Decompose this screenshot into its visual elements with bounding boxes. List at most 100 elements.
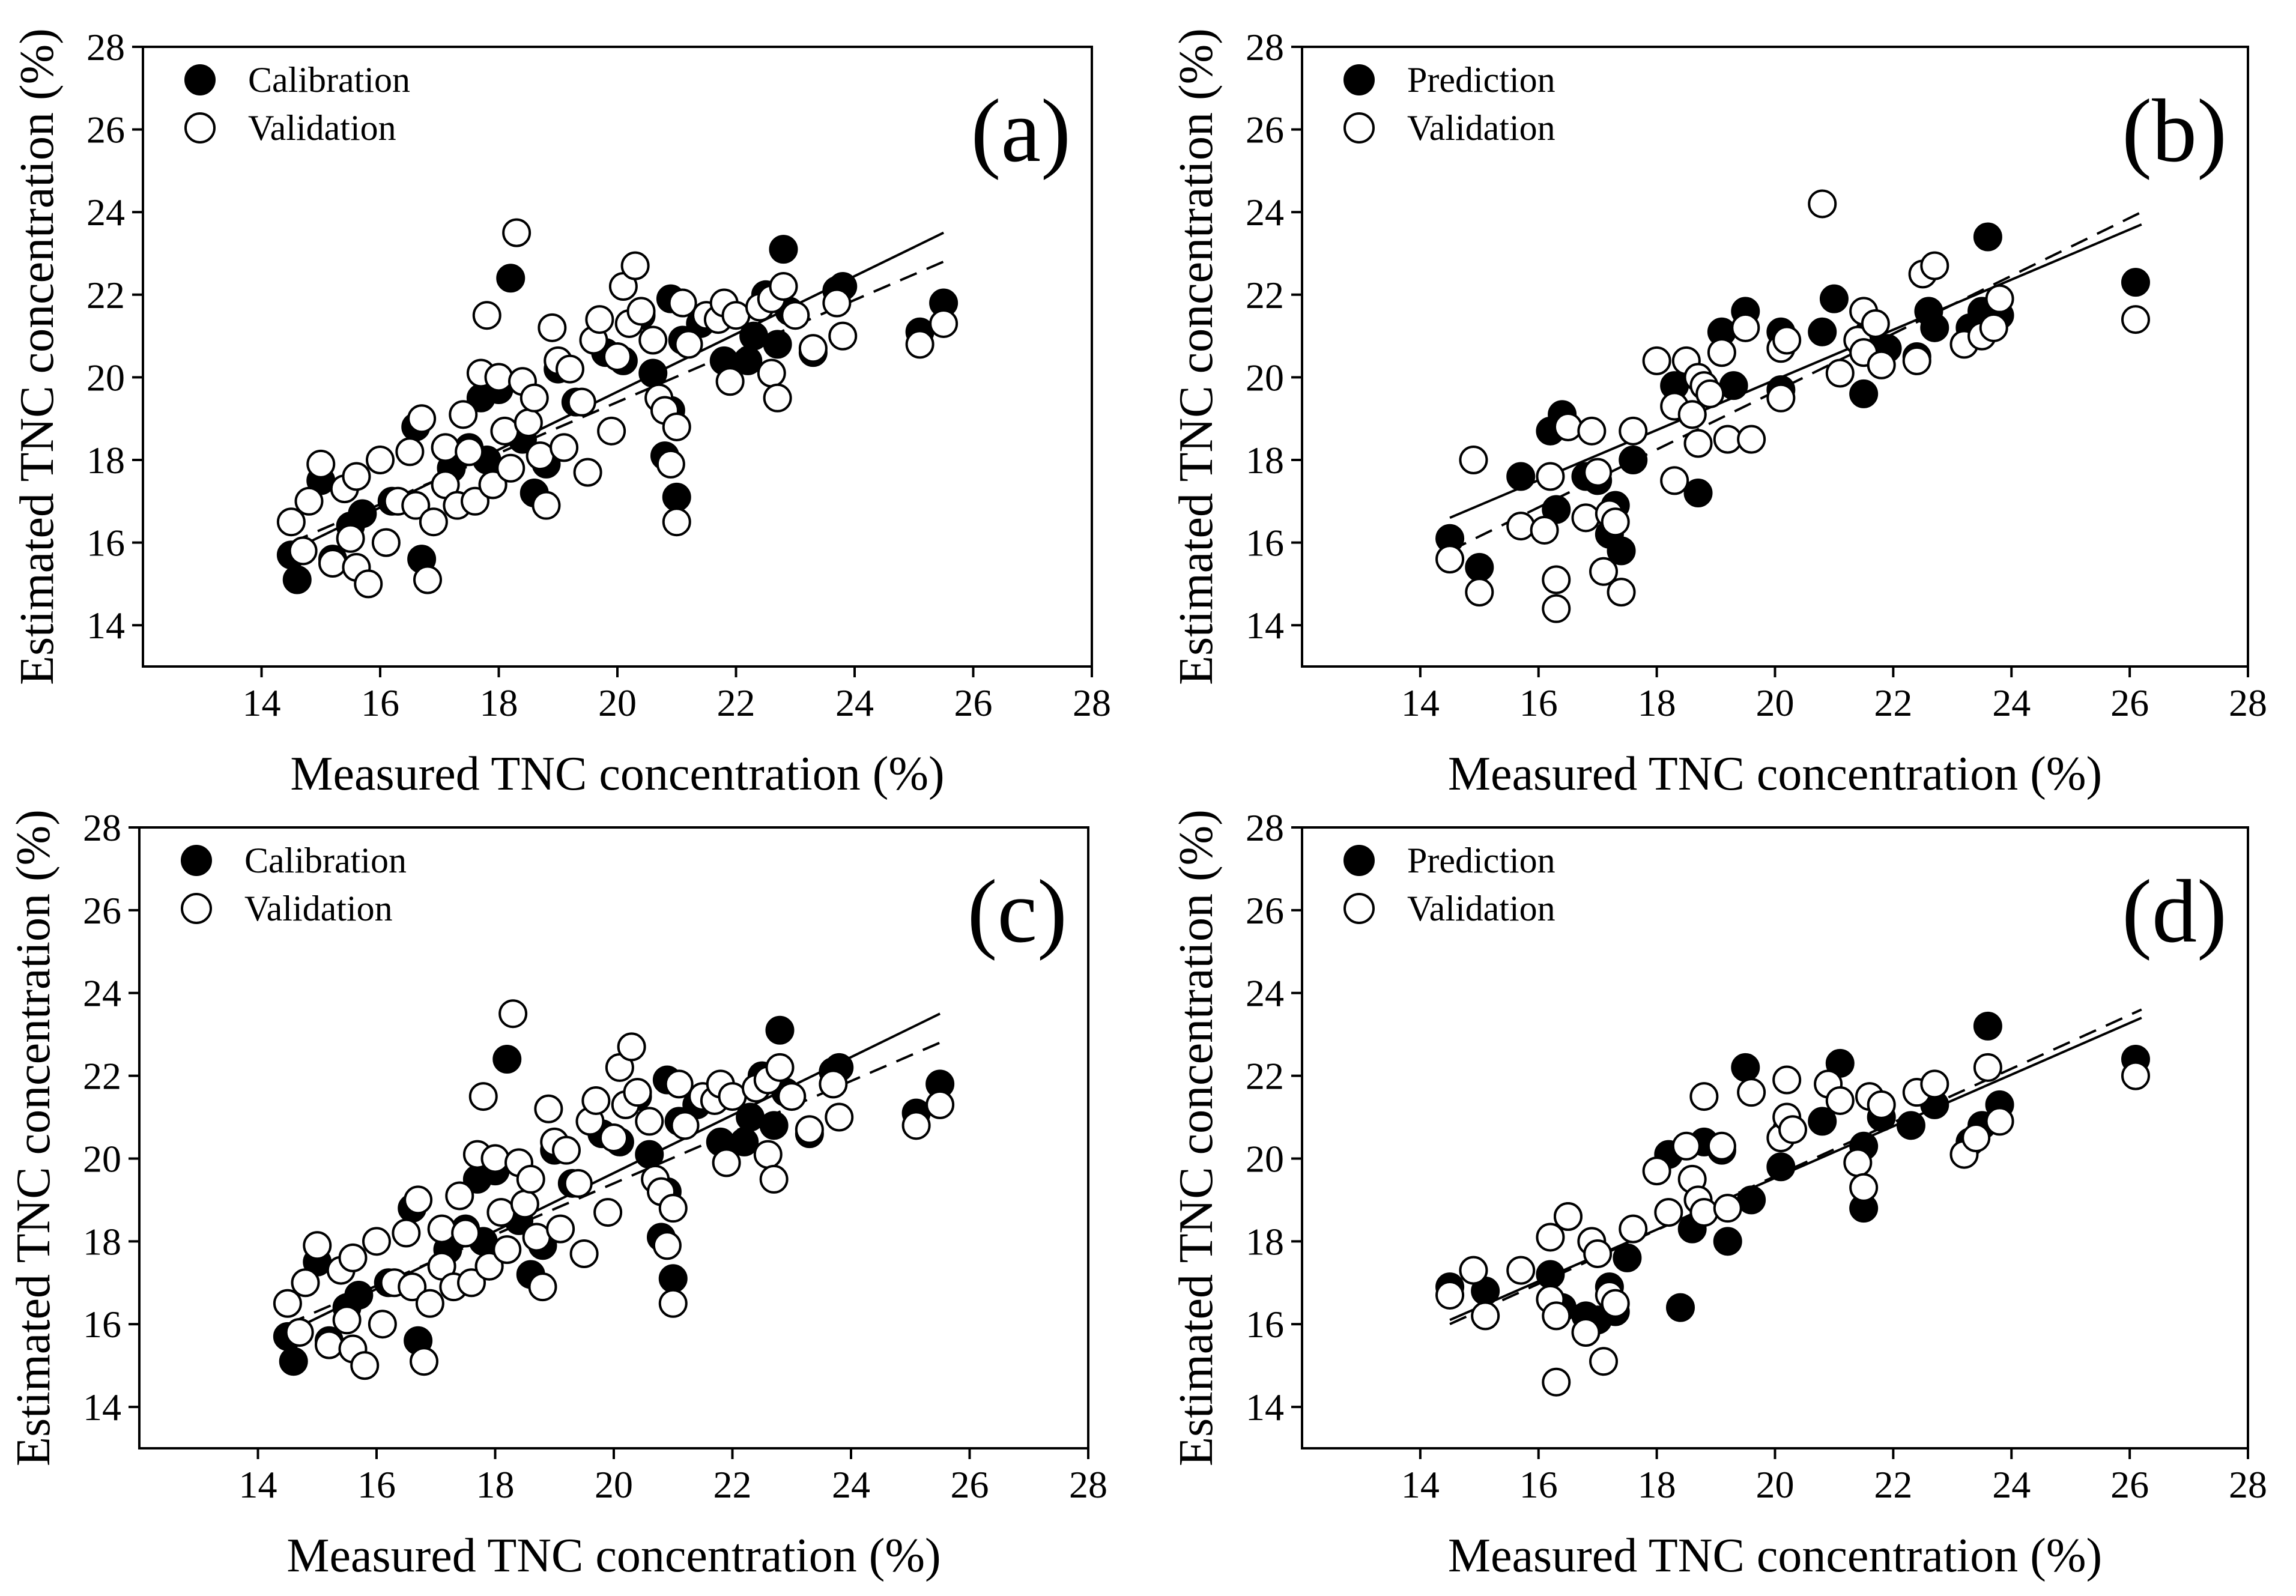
x-tick-label: 22: [1874, 1463, 1912, 1506]
x-tick-label: 24: [832, 1463, 870, 1506]
x-tick-label: 16: [357, 1463, 396, 1506]
open-point: [759, 1164, 789, 1194]
open-point: [502, 218, 532, 247]
open-point: [1530, 515, 1559, 545]
y-tick-label: 22: [83, 1055, 121, 1098]
x-tick-label: 18: [480, 682, 518, 724]
open-point: [276, 507, 306, 537]
x-tick-label: 26: [951, 1463, 989, 1506]
open-point: [662, 507, 691, 537]
y-tick-label: 16: [86, 522, 125, 564]
open-point: [1671, 1131, 1701, 1161]
y-tick-label: 22: [1246, 1055, 1284, 1098]
y-tick-label: 14: [1246, 1386, 1284, 1428]
y-tick-label: 28: [83, 806, 121, 849]
open-point: [398, 1272, 427, 1302]
filled-point: [1849, 379, 1879, 408]
y-tick-label: 26: [86, 109, 125, 151]
open-point: [1619, 416, 1648, 446]
x-tick-label: 14: [1401, 682, 1440, 724]
open-point: [668, 288, 697, 318]
filled-point: [492, 1045, 522, 1074]
open-point: [291, 1268, 320, 1298]
open-point: [350, 1351, 380, 1380]
open-point: [273, 1289, 302, 1318]
open-point: [534, 1094, 563, 1123]
open-point: [777, 1082, 807, 1111]
open-point: [1985, 284, 2014, 313]
open-point: [620, 251, 650, 280]
open-point: [635, 1107, 664, 1136]
open-point: [1867, 350, 1896, 379]
y-tick-label: 28: [86, 26, 125, 68]
open-point: [546, 1214, 575, 1244]
open-point: [455, 437, 484, 467]
open-point: [1778, 1115, 1808, 1144]
fit-line-solid: [1449, 1017, 2142, 1322]
x-tick-label: 20: [598, 682, 637, 724]
open-point: [1553, 1202, 1583, 1231]
open-point: [712, 1148, 741, 1177]
filled-point: [1666, 1293, 1695, 1322]
open-point: [674, 330, 703, 359]
open-point: [563, 1168, 593, 1198]
open-point: [392, 1218, 421, 1248]
filled-point: [1896, 1111, 1925, 1140]
open-point: [2121, 305, 2150, 334]
x-tick-label: 28: [2229, 1463, 2267, 1506]
open-point: [401, 491, 431, 520]
open-point: [1843, 1148, 1873, 1177]
y-tick-label: 26: [1246, 109, 1284, 151]
x-tick-label: 26: [954, 682, 993, 724]
legend-marker: [1343, 64, 1375, 95]
y-tick-label: 20: [86, 356, 125, 399]
y-tick-label: 18: [1246, 1220, 1284, 1263]
open-point: [490, 416, 519, 446]
y-tick-label: 28: [1246, 26, 1284, 68]
y-tick-label: 20: [1246, 356, 1284, 399]
open-point: [1619, 1214, 1648, 1244]
x-tick-label: 24: [1992, 682, 2031, 724]
open-point: [617, 1032, 646, 1062]
open-point: [819, 1069, 848, 1099]
y-tick-label: 20: [1246, 1137, 1284, 1180]
filled-point: [1808, 1107, 1837, 1136]
open-point: [496, 453, 526, 483]
series-open: [276, 218, 959, 599]
filled-point: [1607, 536, 1636, 566]
open-point: [1506, 512, 1536, 541]
open-point: [626, 297, 656, 326]
filled-point: [1619, 446, 1648, 474]
open-point: [1902, 346, 1931, 375]
open-point: [315, 1330, 344, 1359]
open-point: [658, 1289, 688, 1318]
open-point: [404, 1185, 433, 1215]
legend-marker: [1343, 893, 1375, 924]
open-point: [419, 507, 448, 537]
open-point: [1961, 1123, 1991, 1152]
open-point: [338, 1243, 368, 1272]
open-point: [1435, 545, 1465, 574]
open-point: [1583, 458, 1613, 487]
open-point: [1553, 412, 1583, 441]
open-point: [795, 1115, 824, 1144]
y-tick-label: 14: [86, 604, 125, 647]
open-point: [445, 1181, 474, 1211]
open-point: [498, 999, 528, 1029]
open-point: [1677, 400, 1707, 429]
legend-marker: [1343, 845, 1375, 876]
x-tick-label: 28: [2229, 682, 2267, 724]
open-point: [285, 1317, 314, 1347]
y-tick-label: 16: [1246, 522, 1284, 564]
open-point: [1536, 462, 1565, 491]
x-tick-label: 14: [1401, 1463, 1440, 1506]
open-point: [2121, 1061, 2150, 1090]
open-point: [427, 1214, 456, 1244]
open-point: [552, 1135, 581, 1165]
x-tick-label: 20: [595, 1463, 633, 1506]
open-point: [905, 330, 934, 359]
open-point: [1542, 565, 1571, 594]
open-point: [532, 491, 561, 520]
open-point: [753, 1140, 783, 1169]
